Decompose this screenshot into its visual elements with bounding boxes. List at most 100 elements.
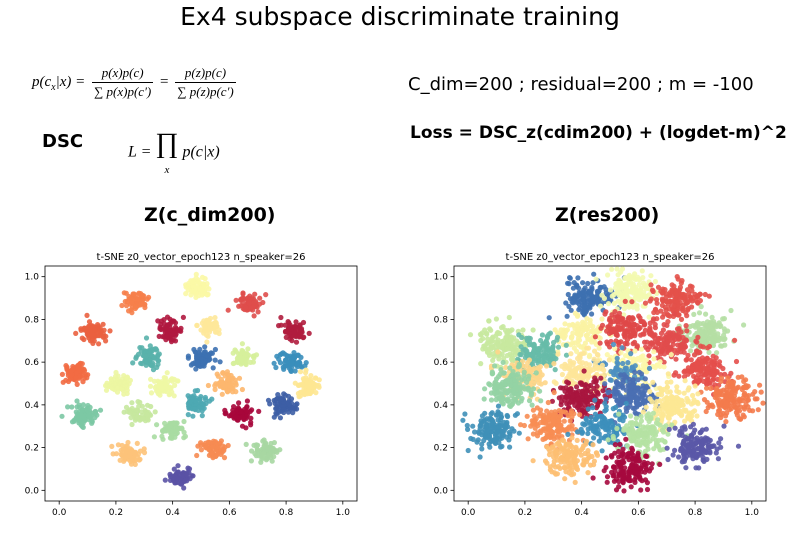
plot-1-point-cluster-13 <box>108 381 114 387</box>
plot-1-point-cluster-4 <box>100 321 106 327</box>
product-symbol: ∏ <box>155 128 179 159</box>
plot-1-point-cluster-2 <box>128 295 134 301</box>
plot-2-point-cluster-23 <box>614 425 620 432</box>
plot-2-point-cluster-8 <box>504 352 510 359</box>
plot-1-point-cluster-16 <box>297 369 304 375</box>
plot-2-point-cluster-20 <box>506 429 512 435</box>
plot-2-point-cluster-19 <box>690 392 696 399</box>
plot-2-point-cluster-11 <box>711 372 717 378</box>
plot-2-point-cluster-15 <box>732 390 738 396</box>
plot-2-point-cluster-19 <box>685 413 691 419</box>
plot-1-ytick-label: 1.0 <box>25 273 40 283</box>
plot-1-point-cluster-10 <box>250 353 256 359</box>
plot-1-point-cluster-25 <box>253 453 259 459</box>
plot-2-point-cluster-6 <box>615 340 622 346</box>
plot-1-point-cluster-5 <box>170 318 176 324</box>
plot-1-point-cluster-22 <box>169 432 175 439</box>
plot-2-point-cluster-14 <box>565 366 572 372</box>
plot-2-point-cluster-21 <box>550 418 557 424</box>
plot-2-point-cluster-1 <box>565 291 571 298</box>
plot-1-point-cluster-9 <box>202 344 208 350</box>
plot-2-point-cluster-1 <box>589 311 595 317</box>
plot-1-point-cluster-19 <box>191 393 197 399</box>
plot-2-point-cluster-12 <box>543 363 550 369</box>
plot-1-point-cluster-3 <box>251 313 257 319</box>
plot-1-ytick-label: 0.8 <box>25 315 40 325</box>
plot-1-point-cluster-24 <box>214 452 220 458</box>
plot-2-point-cluster-18 <box>632 410 638 416</box>
plot-2-point-cluster-15 <box>714 394 720 400</box>
plot-1-point-cluster-16 <box>313 375 319 381</box>
plot-1-point-cluster-24 <box>198 442 204 448</box>
plot-2-point-cluster-19 <box>665 398 671 405</box>
plot-2-point-cluster-7 <box>684 328 690 334</box>
plot-1-point-cluster-23 <box>132 461 138 467</box>
plot-2-point-cluster-1 <box>575 275 581 281</box>
plot-2-point-cluster-7 <box>662 341 668 347</box>
plot-1-point-cluster-8 <box>152 346 158 352</box>
plot-2-point-cluster-3 <box>678 316 685 322</box>
plot-1-point-cluster-17 <box>74 398 80 404</box>
plot-2-point-cluster-20 <box>495 403 502 409</box>
plot-1-point-cluster-6 <box>203 326 209 333</box>
plot-2-point-cluster-2 <box>643 286 650 292</box>
plot-2-point-cluster-1 <box>596 288 602 294</box>
plot-1-point-cluster-3 <box>233 297 239 303</box>
plot-1-point-cluster-1 <box>190 284 196 290</box>
plot-2-point-cluster-16 <box>488 397 495 403</box>
plot-1-point-cluster-20 <box>248 419 254 425</box>
plot-2-point-cluster-19 <box>659 388 665 394</box>
plot-2-point-cluster-5 <box>575 321 581 327</box>
plot-1-point-cluster-9 <box>196 350 202 356</box>
plot-2-point-cluster-2 <box>605 272 611 278</box>
plot-1-point-cluster-9 <box>210 365 216 371</box>
plot-2-point-cluster-23 <box>638 413 644 420</box>
plot-1-point-cluster-17 <box>97 407 104 413</box>
plot-1-point-cluster-4 <box>92 327 98 333</box>
plot-1-point-cluster-16 <box>313 390 319 396</box>
plot-1-point-cluster-25 <box>248 458 254 464</box>
plot-2-point-cluster-7 <box>693 338 699 344</box>
plot-1-point-cluster-7 <box>293 319 299 325</box>
plot-2-point-cluster-2 <box>609 293 615 299</box>
plot-2-point-cluster-2 <box>605 301 612 307</box>
plot-2-point-cluster-6 <box>622 298 628 304</box>
plot-1-point-cluster-16 <box>297 393 303 399</box>
plot-2-point-cluster-20 <box>482 434 488 440</box>
plot-2-point-cluster-19 <box>650 379 656 385</box>
plot-1-point-cluster-22 <box>181 429 187 435</box>
plot-1-point-cluster-4 <box>107 328 113 334</box>
plot-2-point-cluster-5 <box>575 312 581 318</box>
plot-1-point-cluster-23 <box>141 446 147 452</box>
plot-1-point-cluster-24 <box>194 452 200 459</box>
plot-1-point-cluster-20 <box>231 410 237 416</box>
plot-1-point-cluster-8 <box>147 343 153 349</box>
plot-2-point-cluster-6 <box>604 339 610 345</box>
plot-2-point-cluster-11 <box>693 367 699 373</box>
plot-2-point-cluster-19 <box>665 371 671 377</box>
plot-1-point-cluster-21 <box>294 406 300 412</box>
plot-2-point-cluster-2 <box>622 290 628 296</box>
plot-1-point-cluster-5 <box>157 324 163 330</box>
plot-2-point-cluster-21 <box>556 408 562 414</box>
plot-1-point-cluster-9 <box>212 346 218 353</box>
plot-2-point-cluster-3 <box>655 284 662 290</box>
plot-1-point-cluster-12 <box>75 363 81 369</box>
formula-lhs-sub: x <box>51 81 56 93</box>
plot-2-point-cluster-23 <box>610 433 616 440</box>
plot-2-point-cluster-4 <box>694 331 701 337</box>
plot-2-point-cluster-8 <box>496 356 502 362</box>
plot-2-point-cluster-10 <box>637 357 643 363</box>
plot-2-point-cluster-20 <box>492 436 498 442</box>
plot-2-point-cluster-4 <box>714 350 720 356</box>
plot-1-point-cluster-20 <box>248 415 254 421</box>
plot-1-point-cluster-17 <box>65 404 71 410</box>
plot-2-point-cluster-18 <box>628 395 634 401</box>
plot-2-point-cluster-6 <box>627 315 633 321</box>
plot-1-point-cluster-23 <box>109 443 115 449</box>
plot-1-point-cluster-18 <box>134 414 140 420</box>
plot-1-point-cluster-10 <box>231 360 237 366</box>
plot-2-point-cluster-12 <box>538 381 544 387</box>
plot-2-point-cluster-23 <box>646 418 652 425</box>
plot-1-point-cluster-9 <box>198 356 204 362</box>
